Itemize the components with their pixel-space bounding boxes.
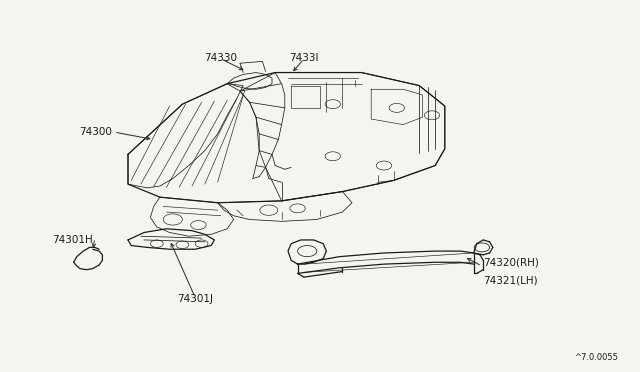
Text: 7433I: 7433I	[289, 53, 319, 62]
Text: 74301H: 74301H	[52, 235, 93, 245]
Text: 74301J: 74301J	[177, 295, 213, 304]
Text: 74330: 74330	[204, 53, 237, 62]
Text: 74300: 74300	[79, 127, 112, 137]
Text: 74320(RH): 74320(RH)	[483, 257, 539, 267]
Text: ^7.0.0055: ^7.0.0055	[573, 353, 618, 362]
Text: 74321(LH): 74321(LH)	[483, 276, 538, 286]
